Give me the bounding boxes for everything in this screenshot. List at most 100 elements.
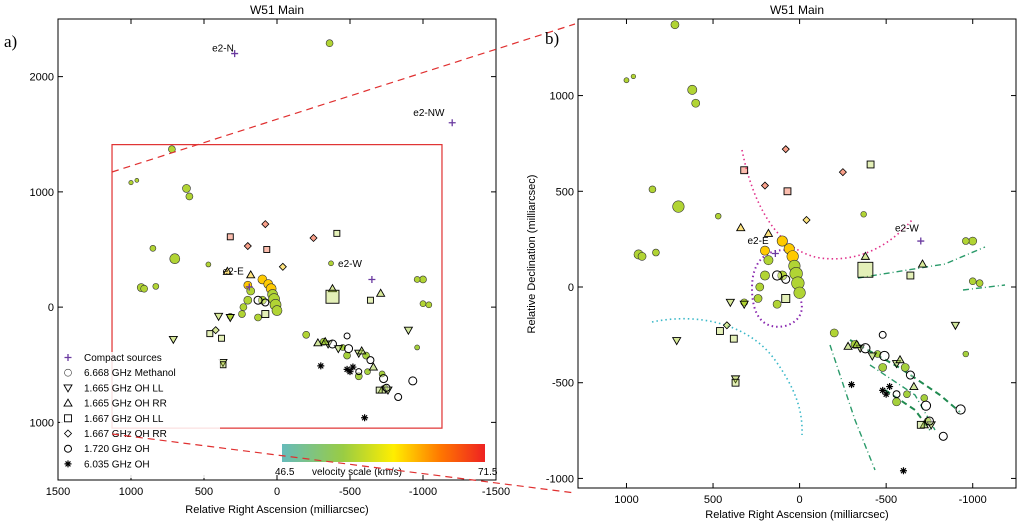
a-ytick-label: 1000 [30,417,54,429]
b-ytick-label: 500 [556,186,574,198]
oh-1665-ll-maser [333,345,344,354]
legend-marker-square [64,414,72,423]
oh-6035-maser [899,467,907,475]
panel-b-title: W51 Main [770,3,824,17]
oh-1667-ll-maser [731,378,740,387]
oh-1665-ll-maser [218,358,228,368]
methanol-maser [425,301,433,309]
oh-1665-ll-maser [213,312,224,322]
b-ytick-label: 1000 [550,91,574,103]
methanol-maser [763,255,774,266]
b-ytick-label: -1000 [546,473,574,485]
oh-1667-rr-maser [278,262,287,271]
oh-1665-rr-maser [909,381,919,390]
oh-1720-maser [860,343,871,354]
oh-1667-ll-maser [333,229,341,237]
methanol-maser [637,252,647,261]
methanol-maser [968,236,978,246]
methanol-maser [878,363,888,372]
oh-1665-ll-maser [950,321,961,331]
oh-1665-rr-maser [860,251,871,260]
source-label: e2-NW [413,108,445,119]
legend-entry-label: Compact sources [84,353,162,364]
oh-1720-maser [955,404,966,415]
methanol-maser [755,282,765,292]
oh-1667-rr-maser [211,326,220,335]
legend-marker-up-triangle [63,398,73,407]
oh-1667-rr-maser [802,215,811,225]
legend-entry-label: 1.720 GHz OH [84,444,150,455]
legend: Compact sources 6.668 GHz Methanol 1.665 G… [60,352,220,478]
source-label: e2-N [212,43,234,54]
oh-1665-ll-maser [403,326,414,336]
oh-1665-rr-maser [843,341,853,350]
methanol-maser [900,363,910,372]
oh-1720-maser [920,400,932,411]
oh-6035-maser [317,362,325,370]
oh-1667-rr-maser [760,181,770,190]
methanol-maser [760,245,770,256]
green-dashdot-line-1 [857,246,986,279]
a-xtick-label: -1500 [482,486,510,498]
oh-1720-maser [344,344,354,354]
zoom-box [111,144,443,429]
panel-b-letter: b) [545,29,559,48]
oh-1665-rr-maser [245,269,256,279]
legend-marker-open-circle [64,444,72,453]
a-xtick-label: 1500 [46,486,70,498]
oh-1665-ll-maser [725,298,736,308]
colorbar-max-label: 71.5 [478,467,498,478]
oh-6035-maser [361,414,369,422]
methanol-maser [920,394,928,402]
legend-marker-diamond [63,429,73,438]
oh-1667-ll-maser [740,166,749,175]
a-xtick-label: -500 [339,486,361,498]
methanol-maser [760,270,770,281]
a-xtick-label: 500 [195,486,213,498]
compact-source [368,275,376,283]
oh-1667-ll-maser [916,420,925,429]
b-xtick-label: -500 [875,494,897,506]
compact-source [448,119,456,127]
oh-6035-maser [343,365,351,373]
panel-b-plot-area [577,18,1017,489]
methanol-maser [419,300,427,307]
methanol-maser [623,77,630,84]
methanol-maser [169,253,181,265]
oh-1667-ll-maser [226,233,234,241]
a-xtick-label: 1000 [119,486,143,498]
oh-1665-ll-maser [739,300,749,310]
oh-6035-maser [346,368,354,376]
oh-1720-maser [924,416,934,426]
oh-1720-maser [892,390,901,399]
oh-1720-maser [355,368,363,376]
oh-1665-rr-maser [320,336,330,346]
cyan-dotted-arc [651,317,803,436]
oh-1667-ll-maser [729,334,738,343]
green-dashed-line-1 [849,339,961,413]
oh-1667-ll-maser [206,330,214,338]
methanol-maser [128,180,134,186]
methanol-maser [134,178,140,183]
oh-1720-maser [878,330,887,339]
oh-1720-maser [327,339,337,349]
oh-1665-rr-maser [917,259,928,268]
oh-1667-ll-maser [857,261,874,278]
oh-1720-maser [781,274,791,284]
oh-1665-ll-maser [225,314,236,323]
methanol-maser [903,390,911,398]
a-ytick-label: 2000 [30,72,54,84]
methanol-maser [776,235,788,247]
zoom-connector-top [111,23,576,173]
methanol-maser [149,245,157,252]
methanol-maser [672,200,685,213]
methanol-maser [772,299,782,309]
oh-1720-maser [343,332,351,340]
b-xtick-label: -1000 [959,494,987,506]
legend-background [60,352,220,478]
methanol-maser [715,212,722,220]
oh-1720-maser [261,298,270,307]
oh-6035-maser [848,381,856,389]
legend-entry-label: 6.668 GHz Methanol [84,368,176,379]
